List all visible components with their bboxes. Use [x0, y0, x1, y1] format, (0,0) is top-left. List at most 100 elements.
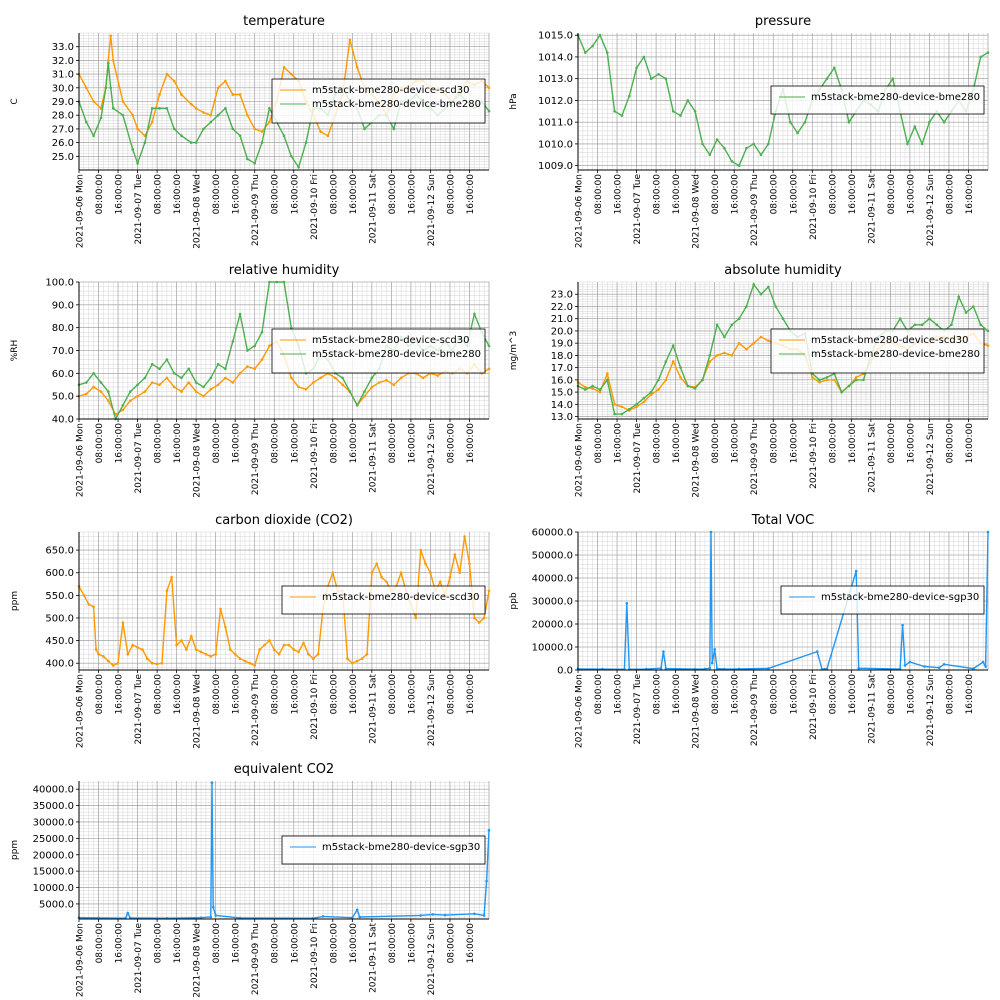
y-tick-label: 70.0	[52, 346, 74, 357]
data-point	[847, 120, 851, 124]
data-point	[642, 396, 646, 400]
data-point	[209, 113, 213, 117]
data-point	[487, 367, 491, 371]
data-point	[715, 138, 719, 141]
x-tick-label: 16:00:00	[173, 423, 183, 464]
x-tick-label: 16:00:00	[965, 423, 975, 464]
y-tick-label: 15.0	[551, 388, 573, 399]
data-point	[146, 657, 149, 660]
data-point	[150, 107, 154, 110]
data-point	[199, 916, 203, 919]
data-point	[752, 283, 755, 286]
data-point	[111, 664, 115, 667]
data-point	[282, 643, 286, 647]
data-point	[635, 403, 638, 406]
x-tick-label: 2021-09-11 Sat	[368, 423, 378, 493]
data-point	[664, 378, 668, 382]
x-tick-label: 16:00:00	[349, 923, 359, 964]
data-point	[150, 661, 154, 665]
x-tick-label: 16:00:00	[290, 174, 300, 215]
x-tick-label: 16:00:00	[290, 923, 300, 964]
x-tick-label: 08:00:00	[95, 174, 105, 215]
x-tick-label: 2021-09-10 Fri	[310, 923, 320, 989]
x-tick-label: 16:00:00	[115, 423, 125, 464]
x-tick-label: 08:00:00	[946, 674, 956, 715]
data-point	[180, 390, 183, 393]
data-point	[165, 376, 169, 380]
data-point	[346, 657, 349, 660]
y-tick-label: 40.0	[52, 415, 74, 426]
data-point	[789, 120, 792, 124]
data-point	[302, 641, 305, 645]
x-tick-label: 2021-09-08 Wed	[692, 174, 702, 249]
data-point	[657, 378, 660, 382]
data-point	[903, 664, 907, 667]
data-point	[950, 323, 953, 327]
data-point	[194, 107, 198, 110]
data-point	[180, 376, 183, 380]
data-point	[102, 655, 105, 658]
data-point	[730, 323, 734, 327]
x-tick-label: 08:00:00	[329, 923, 339, 964]
data-point	[399, 571, 403, 574]
x-tick-label: 16:00:00	[349, 174, 359, 215]
y-tick-label: 40000.0	[532, 574, 573, 585]
legend: m5stack-bme280-device-sgp30	[780, 585, 985, 615]
data-point	[131, 148, 134, 151]
x-tick-label: 08:00:00	[271, 923, 281, 964]
data-point	[363, 394, 366, 398]
data-point	[759, 292, 763, 296]
data-point	[649, 77, 653, 80]
data-point	[355, 404, 359, 407]
x-tick-label: 2021-09-08 Wed	[193, 423, 203, 498]
x-tick-label: 08:00:00	[329, 674, 339, 715]
data-point	[937, 666, 941, 669]
data-point	[224, 367, 227, 371]
data-point	[258, 648, 261, 651]
data-point	[759, 335, 763, 339]
data-point	[482, 914, 486, 917]
x-tick-label: 08:00:00	[154, 674, 164, 715]
data-point	[679, 376, 682, 379]
x-tick-label: 08:00:00	[95, 923, 105, 964]
data-point	[752, 142, 755, 146]
x-tick-label: 2021-09-08 Wed	[692, 423, 702, 498]
chart-title: pressure	[755, 14, 811, 29]
data-point	[121, 100, 125, 103]
data-point	[85, 392, 88, 396]
data-point	[591, 384, 594, 388]
data-point	[253, 127, 256, 131]
data-point	[246, 157, 249, 161]
x-tick-label: 2021-09-12 Sun	[427, 174, 437, 246]
data-point	[854, 376, 858, 379]
data-point	[419, 548, 423, 552]
x-tick-label: 08:00:00	[95, 423, 105, 464]
x-tick-label: 08:00:00	[946, 423, 956, 464]
data-point	[482, 616, 486, 620]
data-point	[194, 390, 198, 393]
data-point	[109, 86, 112, 90]
x-tick-label: 2021-09-06 Mon	[76, 923, 86, 997]
chart-6: 5000.0 10000.0 15000.0 20000.0 25000.0 30000.…	[10, 762, 491, 998]
data-point	[231, 127, 235, 131]
data-point	[854, 569, 858, 573]
data-point	[708, 666, 712, 670]
data-point	[209, 655, 213, 658]
x-tick-label: 16:00:00	[789, 174, 799, 215]
x-tick-label: 2021-09-06 Mon	[575, 174, 585, 248]
x-tick-label: 2021-09-12 Sun	[926, 174, 936, 246]
x-tick-label: 16:00:00	[173, 174, 183, 215]
data-point	[290, 72, 293, 76]
data-point	[414, 616, 418, 620]
data-point	[111, 107, 115, 110]
data-point	[165, 358, 169, 361]
data-point	[202, 385, 205, 389]
data-point	[165, 107, 169, 110]
y-tick-label: 26.0	[52, 138, 74, 149]
x-tick-label: 08:00:00	[388, 174, 398, 215]
data-point	[979, 323, 982, 327]
x-tick-label: 08:00:00	[594, 174, 604, 215]
data-point	[143, 141, 147, 144]
data-point	[268, 344, 271, 348]
data-point	[131, 113, 134, 117]
